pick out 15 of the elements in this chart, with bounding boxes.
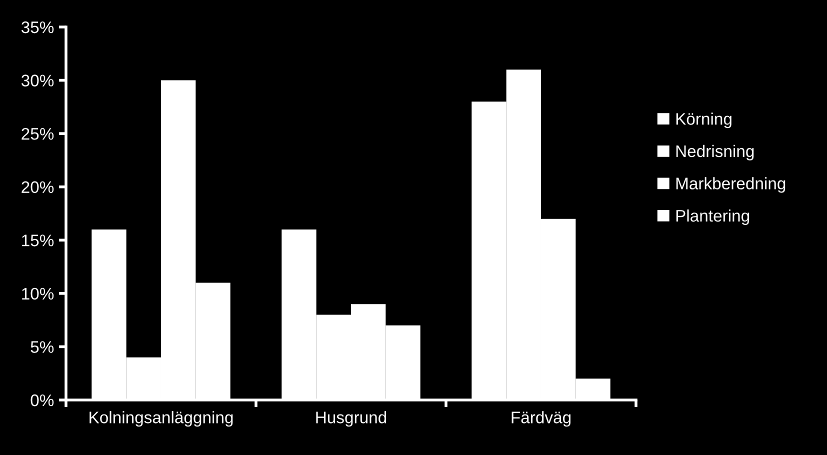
y-tick-label: 5% (30, 341, 54, 353)
y-tick-label: 35% (21, 21, 54, 34)
y-tick-label: 20% (22, 181, 54, 194)
y-tick-label: 25% (22, 128, 54, 140)
legend-label: Plantering (676, 209, 750, 225)
y-tick-label: 15% (22, 234, 54, 246)
x-tick-label: Färdväg (512, 411, 570, 427)
legend-label: Markberedning (676, 177, 786, 193)
y-tick-label: 30% (21, 74, 54, 86)
y-tick-label: 0% (30, 394, 54, 406)
legend-label: Körning (676, 112, 732, 128)
legend-label: Nedrisning (676, 144, 754, 160)
x-tick-label: Kolningsanläggning (90, 411, 233, 427)
x-tick-label: Husgrund (316, 411, 386, 427)
y-tick-label: 10% (22, 288, 54, 300)
